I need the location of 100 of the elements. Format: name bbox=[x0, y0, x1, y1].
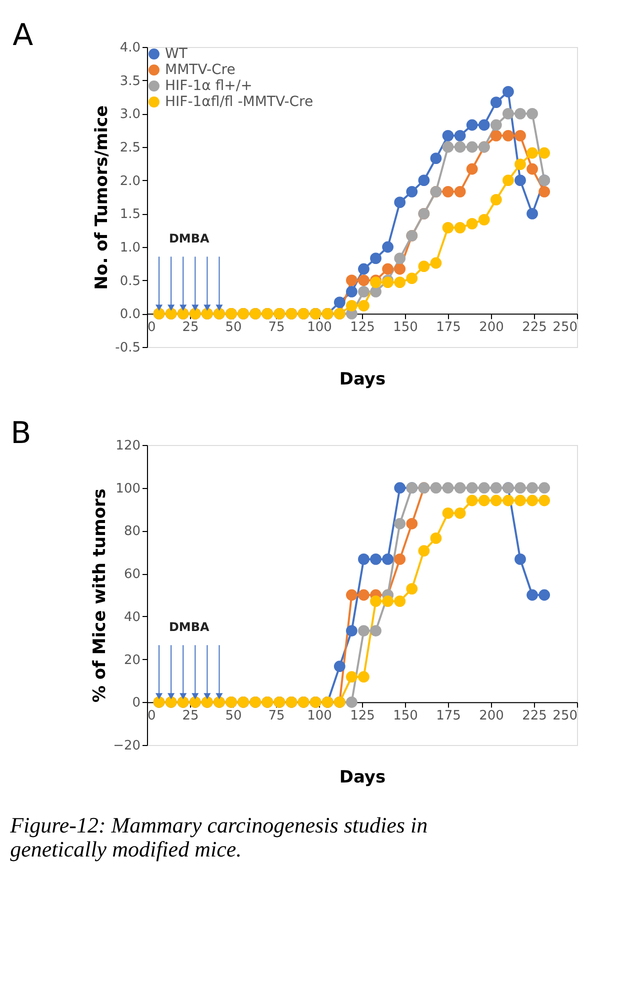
point bbox=[514, 554, 526, 565]
x-tick-label: 0 bbox=[148, 708, 156, 724]
point bbox=[346, 300, 358, 312]
point bbox=[442, 186, 454, 198]
point bbox=[394, 276, 406, 288]
point bbox=[514, 174, 526, 186]
point bbox=[454, 507, 466, 519]
x-tick-label: 150 bbox=[393, 320, 418, 336]
y-tick-label: 4.0 bbox=[120, 40, 140, 56]
point bbox=[466, 218, 478, 230]
point bbox=[418, 260, 430, 272]
y-tick-label: 60 bbox=[124, 567, 140, 582]
point bbox=[430, 532, 442, 544]
point bbox=[334, 296, 346, 308]
x-tick-label: 125 bbox=[350, 320, 375, 336]
x-axis-title: Days bbox=[339, 768, 386, 788]
point bbox=[502, 108, 514, 120]
y-axis-title: % of Mice with tumors bbox=[90, 488, 110, 703]
point bbox=[358, 274, 370, 286]
point bbox=[394, 482, 406, 494]
point bbox=[526, 208, 538, 220]
point bbox=[430, 482, 442, 494]
point bbox=[406, 518, 418, 530]
point bbox=[346, 589, 358, 601]
point bbox=[394, 196, 406, 208]
x-tick-label: 250 bbox=[552, 320, 578, 336]
point bbox=[370, 554, 382, 565]
x-tick-label: 250 bbox=[552, 708, 578, 724]
y-tick-label: 0.0 bbox=[120, 307, 140, 322]
y-tick-label: −20 bbox=[113, 738, 140, 754]
x-tick-label: 100 bbox=[307, 320, 332, 336]
point bbox=[526, 108, 538, 120]
point bbox=[454, 482, 466, 494]
point bbox=[490, 119, 502, 131]
point bbox=[358, 554, 370, 565]
y-tick-label: 0 bbox=[132, 696, 140, 711]
y-tick-label: 3.5 bbox=[120, 74, 140, 89]
point bbox=[430, 152, 442, 164]
x-tick-label: 200 bbox=[479, 708, 504, 724]
point bbox=[478, 482, 490, 494]
point bbox=[334, 660, 346, 672]
point bbox=[466, 141, 478, 153]
chart-title: B bbox=[10, 416, 32, 451]
point bbox=[466, 482, 478, 494]
point bbox=[358, 263, 370, 275]
y-tick-label: 100 bbox=[116, 481, 140, 496]
point bbox=[514, 494, 526, 506]
point bbox=[418, 545, 430, 557]
point bbox=[346, 671, 358, 683]
point bbox=[358, 300, 370, 312]
point bbox=[358, 625, 370, 636]
point bbox=[406, 583, 418, 594]
y-tick-label: 2.5 bbox=[120, 140, 140, 156]
y-tick-label: 40 bbox=[124, 610, 140, 625]
point bbox=[406, 272, 418, 284]
y-tick-label: 0.5 bbox=[120, 274, 140, 289]
y-tick-label: 1.0 bbox=[120, 240, 140, 256]
point bbox=[538, 147, 550, 159]
x-tick-label: 50 bbox=[225, 320, 242, 336]
point bbox=[538, 494, 550, 506]
point bbox=[394, 263, 406, 275]
point bbox=[370, 286, 382, 298]
point bbox=[454, 186, 466, 198]
point bbox=[442, 507, 454, 519]
annotation: DMBA bbox=[168, 620, 210, 634]
point bbox=[538, 589, 550, 601]
y-tick-label: 80 bbox=[124, 524, 140, 540]
point bbox=[466, 163, 478, 175]
point bbox=[526, 482, 538, 494]
y-tick-label: 3.0 bbox=[120, 107, 140, 122]
x-tick-label: 25 bbox=[182, 320, 199, 336]
point bbox=[490, 130, 502, 142]
point bbox=[478, 119, 490, 131]
point bbox=[346, 625, 358, 636]
point bbox=[370, 625, 382, 636]
point bbox=[502, 494, 514, 506]
point bbox=[538, 482, 550, 494]
point bbox=[526, 589, 538, 601]
point bbox=[358, 589, 370, 601]
point bbox=[346, 274, 358, 286]
point bbox=[502, 174, 514, 186]
point bbox=[346, 286, 358, 298]
y-tick-label: -0.5 bbox=[115, 340, 140, 356]
y-axis-title: No. of Tumors/mice bbox=[92, 105, 112, 290]
point bbox=[514, 108, 526, 120]
point bbox=[466, 119, 478, 131]
point bbox=[454, 130, 466, 142]
text: Figure-12: Mammary carcinogenesis studies in genetically modified mice. bbox=[9, 812, 428, 862]
x-tick-label: 175 bbox=[436, 320, 461, 336]
point bbox=[418, 174, 430, 186]
y-tick-label: 20 bbox=[124, 652, 140, 668]
legend-label: WT bbox=[165, 46, 188, 62]
legend-label: HIF-1αfl/fl -MMTV-Cre bbox=[165, 94, 314, 110]
x-tick-label: 75 bbox=[268, 708, 285, 724]
point bbox=[514, 482, 526, 494]
x-tick-label: 225 bbox=[522, 708, 547, 724]
point bbox=[430, 257, 442, 269]
point bbox=[370, 596, 382, 607]
point bbox=[490, 194, 502, 206]
point bbox=[490, 494, 502, 506]
